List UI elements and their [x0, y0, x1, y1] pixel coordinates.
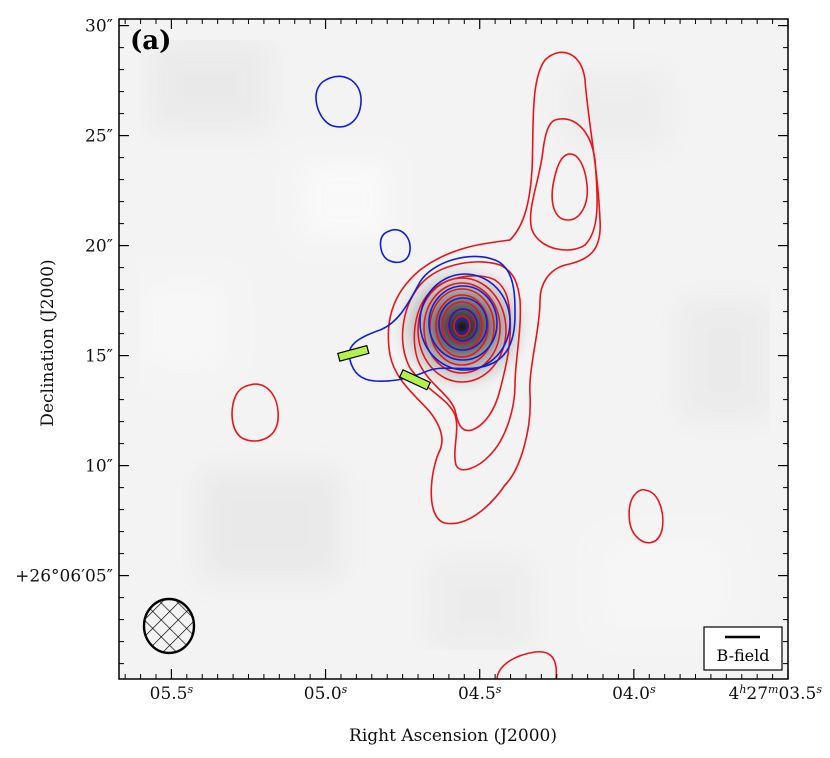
blue-contours	[315, 75, 516, 382]
noise-texture	[140, 40, 770, 650]
panel-label: (a)	[130, 26, 171, 56]
blue-contour-core-3	[438, 297, 488, 351]
x-tick-label: 05.5s	[150, 683, 194, 705]
blue-contour-core-4	[448, 308, 478, 342]
red-contour-north-2	[529, 118, 598, 251]
blue-contour-core-1	[419, 273, 511, 371]
legend: B-field	[703, 626, 783, 671]
red-contour-east-blob	[628, 488, 664, 544]
legend-box	[703, 626, 783, 671]
y-tick-label: 15″	[85, 347, 113, 367]
red-contour-core-4	[435, 294, 489, 358]
red-contour-north-3	[551, 153, 589, 221]
y-tick-label: +26°06′05″	[15, 567, 113, 587]
red-contour-south-blob	[496, 651, 558, 679]
x-tick-label: 05.0s	[304, 683, 348, 705]
plot-frame	[118, 18, 789, 680]
red-contour-core-2	[423, 282, 501, 374]
y-tick-label: 25″	[85, 127, 113, 147]
blue-contour-north-blob	[315, 75, 362, 128]
x-tick-label: 4h27m03.5s	[728, 683, 822, 705]
red-contour-core-1	[417, 277, 507, 383]
y-tick-label: 30″	[85, 17, 113, 37]
y-ticks: 30″ 25″ 20″ 15″ 10″ +26°06′05″	[15, 17, 788, 587]
red-contour-main-3	[413, 274, 512, 432]
beam-ellipse	[142, 597, 196, 655]
x-minor-ticks	[124, 19, 774, 679]
red-contour-core-3	[429, 288, 495, 366]
blue-contour-core-2	[428, 285, 498, 361]
x-ticks: 05.5s 05.0s 04.5s 04.0s 4h27m03.5s	[150, 19, 822, 705]
y-tick-label: 10″	[85, 457, 113, 477]
red-contour-core-7	[453, 315, 471, 337]
blue-contour-small-blob	[379, 228, 411, 264]
legend-bfield-label: B-field	[717, 646, 770, 665]
bfield-segments	[337, 344, 432, 391]
plot-area	[119, 19, 788, 679]
y-minor-ticks	[119, 47, 788, 665]
x-tick-label: 04.0s	[612, 683, 656, 705]
red-contours	[231, 51, 664, 679]
x-axis-title: Right Ascension (J2000)	[349, 726, 557, 746]
y-axis-title: Declination (J2000)	[38, 259, 58, 426]
bfield-segment	[337, 344, 370, 362]
y-tick-label: 20″	[85, 237, 113, 257]
red-contour-main-2	[401, 261, 522, 471]
x-tick-label: 04.5s	[458, 683, 502, 705]
blue-contour-core-5	[455, 318, 469, 334]
red-contour-west-blob	[231, 383, 279, 442]
bfield-segment	[398, 369, 432, 391]
blue-contour-outer	[348, 255, 516, 382]
